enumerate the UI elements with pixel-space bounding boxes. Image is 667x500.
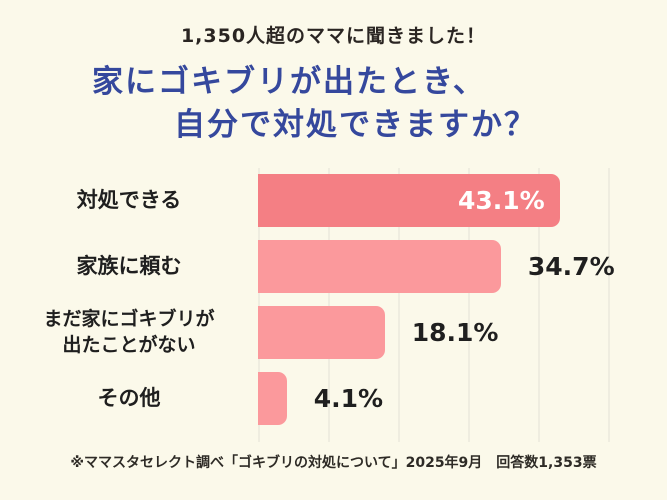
page-title-line2: 自分で対処できますか？ bbox=[174, 107, 537, 143]
page-title-line1: 家にゴキブリが出たとき、 bbox=[92, 64, 486, 100]
bar-row: まだ家にゴキブリが 出たことがない 18.1% bbox=[0, 306, 667, 359]
gridline bbox=[258, 168, 260, 442]
value-label: 34.7% bbox=[527, 252, 615, 281]
bar-rows: 対処できる 43.1% 家族に頼む 34.7% まだ家にゴキブリが 出たことがない 18.… bbox=[0, 174, 667, 425]
bar-track: 43.1% bbox=[258, 174, 667, 227]
gridline bbox=[538, 168, 540, 442]
bar-track: 4.1% bbox=[258, 372, 667, 425]
value-label: 18.1% bbox=[411, 318, 499, 347]
gridlines bbox=[258, 168, 610, 442]
page-title: 家にゴキブリが出たとき、 自分で対処できますか？ bbox=[0, 61, 667, 147]
gridline bbox=[468, 168, 470, 442]
gridline bbox=[328, 168, 330, 442]
bar-track: 34.7% bbox=[258, 240, 667, 293]
value-label: 4.1% bbox=[313, 384, 384, 413]
bar: 43.1% bbox=[258, 174, 560, 227]
category-label: 対処できる bbox=[76, 187, 182, 212]
survey-caption: 1,350人超のママに聞きました！ bbox=[180, 25, 487, 47]
gridline bbox=[608, 168, 610, 442]
category-label: その他 bbox=[97, 385, 161, 410]
bar-row: 対処できる 43.1% bbox=[0, 174, 667, 227]
bar bbox=[258, 372, 287, 425]
gridline bbox=[398, 168, 400, 442]
category-label: まだ家にゴキブリが 出たことがない bbox=[43, 308, 215, 356]
bar bbox=[258, 306, 385, 359]
bar-chart: 対処できる 43.1% 家族に頼む 34.7% まだ家にゴキブリが 出たことがない 18.… bbox=[0, 168, 667, 446]
bar-row: その他 4.1% bbox=[0, 372, 667, 425]
value-label: 43.1% bbox=[457, 186, 545, 215]
source-note: ※ママスタセレクト調べ「ゴキブリの対処について」2025年9月 回答数1,353… bbox=[70, 455, 597, 471]
category-label: 家族に頼む bbox=[76, 253, 182, 278]
bar-track: 18.1% bbox=[258, 306, 667, 359]
bar bbox=[258, 240, 501, 293]
bar-row: 家族に頼む 34.7% bbox=[0, 240, 667, 293]
